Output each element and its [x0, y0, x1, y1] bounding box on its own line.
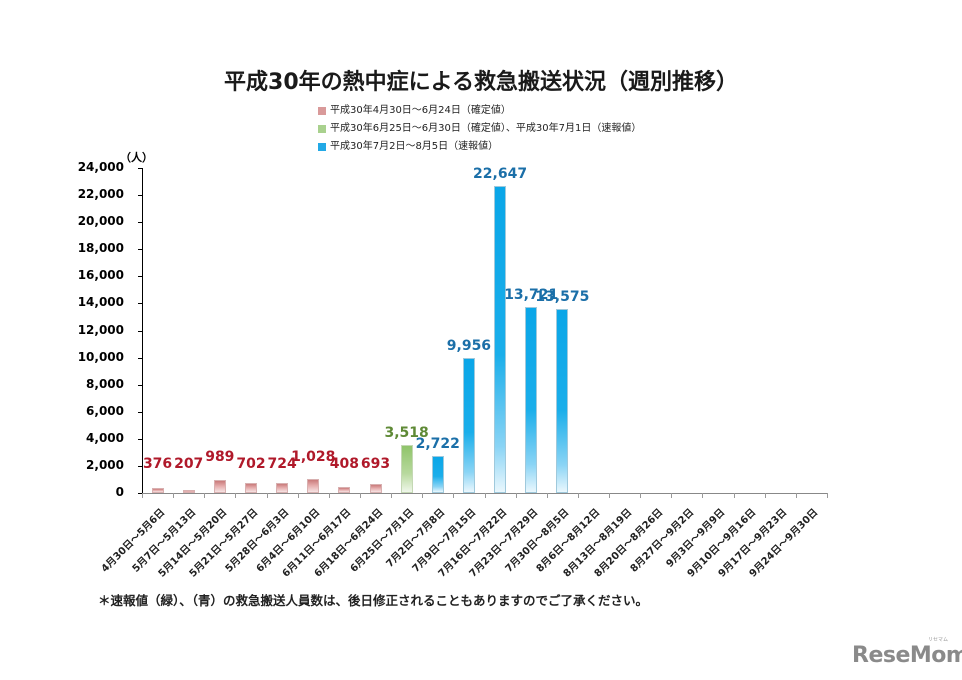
- legend-item: 平成30年7月2日～8月5日（速報値）: [318, 138, 641, 156]
- bar-value-label: 702: [236, 456, 266, 472]
- legend-item: 平成30年6月25日～6月30日（確定値）、平成30年7月1日（速報値）: [318, 120, 641, 138]
- x-tick: [733, 493, 735, 498]
- y-tick: [138, 357, 143, 359]
- resemom-logo-ruby: リセマム: [928, 637, 949, 643]
- x-tick: [795, 493, 797, 498]
- bar: [276, 483, 289, 493]
- bar-value-label: 2,722: [415, 436, 460, 453]
- y-tick: [138, 249, 143, 251]
- x-tick: [297, 493, 299, 498]
- bar-value-label: 13,721: [504, 287, 559, 304]
- bar: [525, 307, 538, 493]
- bar: [307, 479, 320, 493]
- bar: [151, 487, 164, 493]
- x-tick: [484, 493, 486, 498]
- bar: [182, 490, 195, 493]
- x-tick: [422, 493, 424, 498]
- x-tick: [515, 493, 517, 498]
- x-tick: [827, 493, 828, 498]
- legend-swatch-icon: [318, 143, 326, 151]
- x-tick: [235, 493, 237, 498]
- y-tick-label: 6,000: [86, 403, 124, 418]
- chart-legend: 平成30年4月30日～6月24日（確定値） 平成30年6月25日～6月30日（確定…: [318, 102, 641, 156]
- y-tick-label: 22,000: [77, 187, 124, 202]
- x-tick: [577, 493, 579, 498]
- x-tick: [609, 493, 611, 498]
- bar: [213, 479, 226, 493]
- bar: [244, 483, 257, 493]
- x-tick: [671, 493, 673, 498]
- legend-label: 平成30年4月30日～6月24日（確定値）: [330, 105, 511, 116]
- bar-value-label: 3,518: [384, 425, 429, 442]
- bar-value-label: 207: [174, 456, 204, 472]
- y-tick: [138, 222, 143, 224]
- x-tick: [142, 493, 143, 498]
- x-tick: [640, 493, 642, 498]
- legend-swatch-icon: [318, 125, 326, 133]
- y-tick: [138, 195, 143, 197]
- bar-value-label: 724: [267, 456, 297, 472]
- y-tick: [138, 438, 143, 440]
- bar: [556, 309, 569, 493]
- y-tick-label: 10,000: [77, 349, 124, 364]
- bar-value-label: 693: [360, 456, 391, 472]
- resemom-logo: ReseMom: [852, 643, 962, 668]
- bar: [400, 445, 413, 493]
- bar-value-label: 408: [329, 456, 359, 472]
- y-tick: [138, 303, 143, 305]
- y-tick-label: 24,000: [77, 160, 124, 174]
- x-tick: [702, 493, 704, 498]
- bar: [369, 483, 382, 493]
- bar-value-label: 22,647: [473, 166, 528, 183]
- y-tick-label: 14,000: [77, 295, 124, 310]
- y-tick: [138, 168, 143, 169]
- y-tick-label: 0: [115, 485, 124, 499]
- y-tick-label: 4,000: [86, 430, 124, 445]
- bar: [494, 186, 507, 493]
- x-tick: [546, 493, 548, 498]
- y-tick-label: 20,000: [77, 214, 124, 229]
- legend-swatch-icon: [318, 107, 326, 115]
- bar: [462, 358, 475, 493]
- bar-value-label: 13,575: [535, 289, 590, 306]
- bar-value-label: 376: [142, 456, 173, 472]
- footnote: ＊速報値（緑）、（青）の救急搬送人員数は、後日修正されることもありますのでご了承…: [98, 593, 649, 608]
- y-tick-label: 2,000: [86, 457, 124, 472]
- x-tick: [391, 493, 393, 498]
- y-axis-unit: （人）: [120, 151, 153, 164]
- y-tick: [138, 465, 143, 467]
- bar: [338, 487, 351, 493]
- bar-value-label: 1,028: [291, 449, 336, 465]
- x-tick: [359, 493, 361, 498]
- y-tick: [138, 384, 143, 386]
- y-tick-label: 16,000: [77, 268, 124, 283]
- x-tick: [204, 493, 206, 498]
- chart-title: 平成30年の熱中症による救急搬送状況（週別推移）: [224, 70, 738, 95]
- y-tick: [138, 493, 143, 494]
- x-tick: [266, 493, 268, 498]
- y-tick: [138, 330, 143, 332]
- x-tick: [453, 493, 455, 498]
- y-tick: [138, 411, 143, 413]
- bar-value-label: 9,956: [446, 338, 492, 355]
- y-tick-label: 18,000: [77, 241, 124, 256]
- bar: [431, 456, 444, 493]
- legend-label: 平成30年7月2日～8月5日（速報値）: [330, 141, 499, 152]
- x-tick: [328, 493, 330, 498]
- y-tick-label: 8,000: [86, 376, 124, 391]
- bar-value-label: 989: [205, 449, 235, 465]
- y-tick-label: 12,000: [77, 322, 124, 337]
- y-tick: [138, 276, 143, 278]
- legend-item: 平成30年4月30日～6月24日（確定値）: [318, 102, 641, 120]
- x-tick: [173, 493, 175, 498]
- x-tick: [764, 493, 766, 498]
- legend-label: 平成30年6月25日～6月30日（確定値）、平成30年7月1日（速報値）: [330, 123, 642, 134]
